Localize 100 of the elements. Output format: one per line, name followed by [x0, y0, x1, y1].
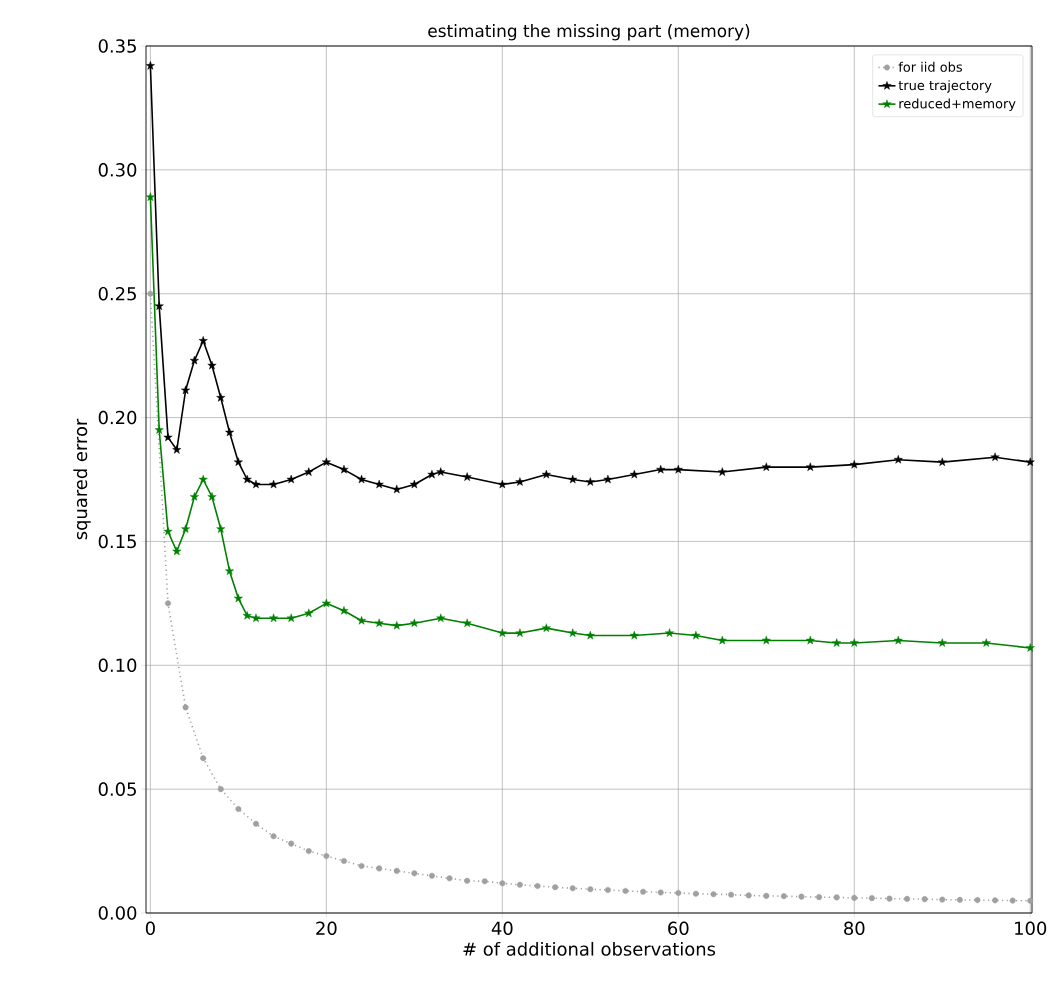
- point: [198, 474, 208, 484]
- point: [374, 618, 384, 627]
- point: [233, 457, 243, 466]
- point: [981, 638, 991, 647]
- point: [541, 623, 551, 632]
- point: [182, 704, 189, 711]
- point: [992, 897, 999, 904]
- point: [427, 469, 437, 479]
- point: [207, 360, 217, 370]
- point: [515, 628, 525, 637]
- point: [251, 613, 261, 623]
- point: [1025, 643, 1035, 652]
- x-axis-title: # of additional observations: [463, 941, 716, 956]
- point: [147, 290, 154, 297]
- point: [886, 895, 893, 902]
- chart-title: estimating the missing part (memory): [428, 24, 750, 41]
- point: [937, 457, 947, 466]
- point: [189, 492, 199, 501]
- point: [745, 892, 752, 899]
- x-tick-label: 60: [668, 921, 689, 936]
- point: [974, 897, 981, 904]
- point: [640, 888, 647, 895]
- point: [181, 385, 191, 395]
- point: [1009, 897, 1016, 904]
- point: [939, 896, 946, 903]
- point: [568, 474, 578, 484]
- point: [216, 393, 226, 402]
- y-tick-label: 0.00: [98, 906, 137, 920]
- point: [145, 61, 155, 70]
- point: [358, 862, 365, 869]
- point: [497, 479, 507, 489]
- point: [780, 893, 787, 900]
- point: [305, 848, 312, 855]
- point: [165, 600, 171, 607]
- point: [956, 896, 963, 903]
- y-tick-label: 0.10: [98, 658, 137, 673]
- point: [409, 479, 419, 489]
- point: [1025, 457, 1035, 466]
- point: [163, 526, 173, 536]
- point: [172, 445, 182, 454]
- point: [340, 857, 347, 864]
- point: [392, 620, 402, 630]
- point: [515, 477, 525, 486]
- point: [428, 872, 435, 879]
- point: [225, 427, 235, 437]
- point: [657, 889, 664, 896]
- point: [376, 865, 383, 872]
- point: [464, 877, 471, 884]
- point: [189, 355, 199, 365]
- point: [585, 630, 595, 640]
- point: [270, 833, 277, 840]
- point: [665, 628, 674, 637]
- point: [921, 896, 928, 903]
- point: [832, 638, 842, 647]
- point: [851, 894, 858, 901]
- point: [409, 618, 419, 627]
- point: [200, 755, 207, 762]
- point: [304, 608, 314, 618]
- point: [541, 469, 551, 479]
- point: [225, 566, 235, 575]
- point: [154, 301, 164, 310]
- point: [805, 462, 815, 471]
- point: [656, 464, 666, 474]
- point: [145, 192, 155, 201]
- point: [622, 887, 629, 894]
- point: [462, 472, 472, 481]
- point: [868, 895, 875, 902]
- point: [499, 880, 506, 887]
- point: [805, 635, 815, 645]
- point: [585, 477, 595, 486]
- y-tick-label: 0.20: [98, 410, 137, 425]
- point: [198, 336, 208, 345]
- point: [269, 613, 279, 623]
- point: [692, 890, 699, 897]
- point: [717, 467, 727, 476]
- point: [242, 474, 252, 484]
- point: [534, 883, 541, 889]
- point: [849, 638, 859, 647]
- point: [446, 875, 453, 882]
- point: [675, 889, 682, 896]
- point: [357, 616, 367, 625]
- point: [728, 891, 735, 898]
- point: [629, 469, 639, 479]
- y-tick-label: 0.25: [98, 286, 136, 301]
- point: [717, 635, 727, 645]
- point: [374, 479, 384, 489]
- point: [849, 459, 859, 469]
- point: [569, 885, 576, 892]
- point: [357, 474, 367, 484]
- point: [216, 524, 226, 533]
- point: [286, 474, 296, 484]
- point: [323, 853, 330, 860]
- point: [235, 805, 242, 812]
- point: [893, 635, 903, 645]
- x-tick-label: 0: [145, 921, 155, 936]
- point: [833, 894, 840, 901]
- y-axis-title: squared error: [73, 418, 91, 540]
- point: [172, 546, 182, 556]
- point: [269, 479, 279, 489]
- point: [761, 462, 771, 471]
